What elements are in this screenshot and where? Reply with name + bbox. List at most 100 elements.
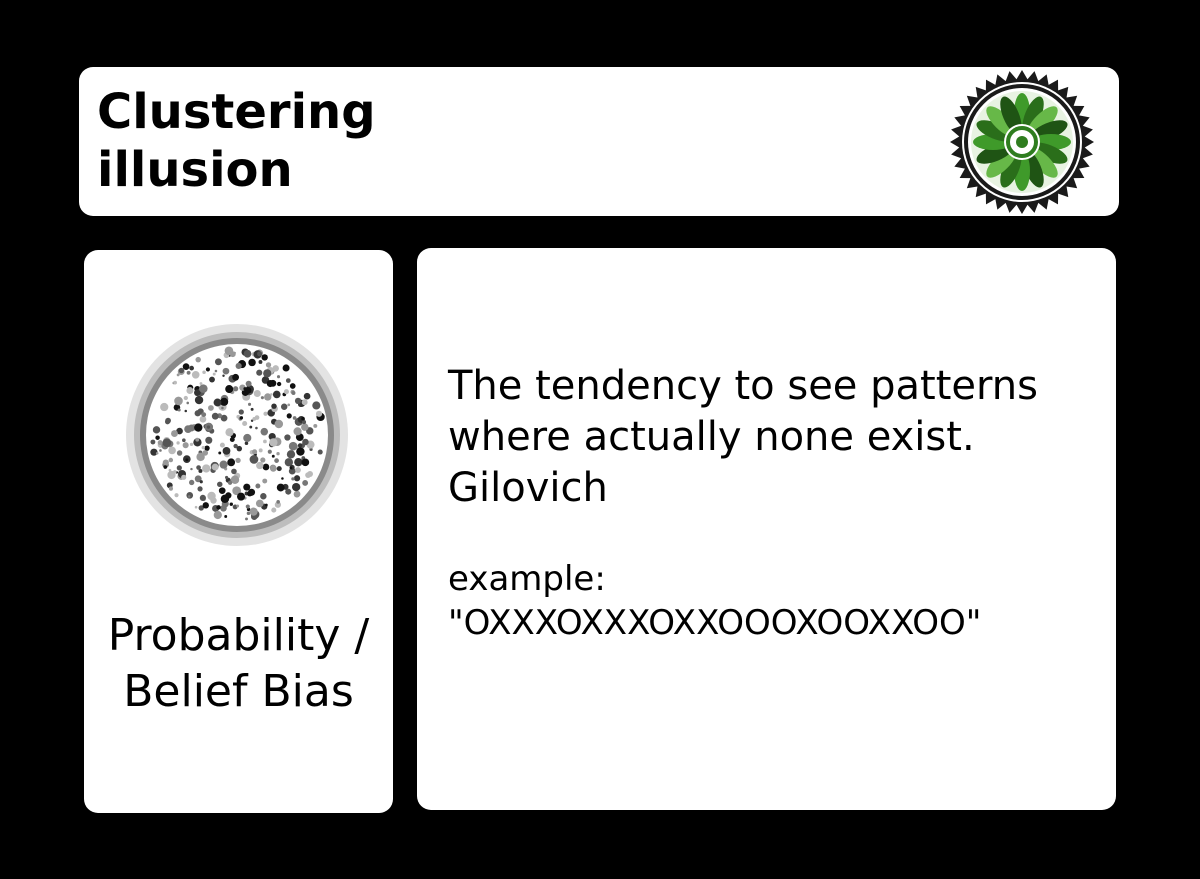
emblem-dot <box>276 500 280 504</box>
emblem-dot <box>225 475 229 480</box>
definition-line-2: where actually none exist. <box>448 414 975 460</box>
emblem-dot <box>220 504 227 512</box>
emblem-dot <box>250 407 254 411</box>
emblem-dot <box>198 505 204 511</box>
emblem-dot <box>260 396 264 400</box>
emblem-dot <box>162 459 169 466</box>
emblem-dot <box>168 446 176 455</box>
emblem-dot <box>206 425 211 429</box>
emblem-dot <box>249 455 259 464</box>
emblem-dot <box>184 409 187 413</box>
definition-source: Gilovich <box>448 465 608 511</box>
emblem-dot <box>315 410 323 417</box>
emblem-dot <box>293 475 301 482</box>
badge-leaf <box>986 106 1017 137</box>
emblem-dot <box>265 503 268 507</box>
emblem-dot <box>260 457 266 463</box>
emblem-dot <box>174 493 179 498</box>
emblem-dot <box>183 395 188 401</box>
emblem-dot <box>286 450 296 459</box>
emblem-dot <box>181 474 187 480</box>
emblem-dot <box>171 430 178 437</box>
emblem-dot <box>194 423 203 432</box>
description-card: The tendency to see patterns where actual… <box>417 248 1116 810</box>
example-label: example: <box>448 559 606 599</box>
emblem-dot <box>195 437 200 442</box>
emblem-dot <box>220 494 230 504</box>
emblem-dot <box>199 384 208 393</box>
emblem-dot <box>246 511 251 516</box>
emblem-dot <box>176 373 180 377</box>
emblem-dot <box>269 465 277 472</box>
emblem-dot <box>213 510 222 520</box>
category-line-2: Belief Bias <box>123 666 354 717</box>
emblem-dot <box>249 425 253 429</box>
emblem-dot <box>173 470 177 474</box>
emblem-dot <box>244 441 249 446</box>
emblem-dot <box>295 467 301 473</box>
emblem-dot <box>219 442 225 448</box>
emblem-dot <box>270 393 273 396</box>
emblem-dot <box>163 465 168 469</box>
emblem-dot <box>174 396 183 406</box>
emblem-dot <box>294 397 302 405</box>
emblem-dot <box>224 515 228 518</box>
emblem-dot <box>189 479 195 486</box>
emblem-dot <box>186 370 191 375</box>
emblem-dot <box>293 427 302 436</box>
emblem-dot <box>222 367 230 375</box>
emblem-dot <box>196 452 205 462</box>
emblem-dot <box>199 480 203 484</box>
emblem-dot <box>301 458 310 467</box>
emblem-dot <box>291 390 296 395</box>
emblem-dot <box>225 428 234 437</box>
emblem-dot <box>222 374 225 377</box>
emblem-dot <box>233 443 238 449</box>
emblem-dot <box>262 478 268 484</box>
emblem-dot <box>209 376 215 383</box>
emblem-dot <box>255 426 258 430</box>
emblem-dot <box>199 415 207 423</box>
random-dots-circle-icon <box>126 324 348 546</box>
emblem-dot <box>224 346 234 356</box>
emblem-dot <box>211 463 219 471</box>
emblem-dot <box>294 458 303 467</box>
emblem-dot <box>284 434 291 441</box>
emblem-dot <box>250 419 254 422</box>
emblem-dot <box>189 442 194 446</box>
emblem-dot <box>247 491 253 497</box>
emblem-dot <box>199 494 206 501</box>
emblem-dot <box>266 380 274 388</box>
emblem-dot <box>207 491 216 501</box>
emblem-dot <box>265 362 272 368</box>
emblem-dot <box>263 369 272 378</box>
emblem-dot <box>289 466 293 470</box>
emblem-dot <box>187 495 191 498</box>
title-line-1: Clustering <box>97 84 376 140</box>
emblem-dot <box>284 458 293 467</box>
emblem-dot <box>222 446 231 455</box>
badge-leaf <box>1030 142 1068 164</box>
sun-mandala-badge-icon <box>950 70 1094 214</box>
emblem-dot <box>176 427 183 435</box>
emblem-dot <box>194 505 198 509</box>
badge-leaf <box>986 147 1017 178</box>
emblem-dot <box>245 380 252 387</box>
emblem-dot <box>271 507 277 513</box>
emblem-dot <box>258 359 263 364</box>
emblem-dot <box>232 373 240 381</box>
emblem-dot <box>257 351 263 357</box>
emblem-dot <box>301 399 308 406</box>
emblem-dot <box>177 408 181 412</box>
emblem-dot <box>220 397 229 406</box>
emblem-dot <box>227 480 233 485</box>
emblem-dot <box>243 433 252 443</box>
emblem-dot <box>157 440 163 446</box>
emblem-dot <box>214 369 218 373</box>
emblem-dot <box>218 451 222 455</box>
emblem-dot <box>236 504 240 508</box>
emblem-dot <box>288 467 296 475</box>
emblem-dot <box>201 445 206 450</box>
emblem-dot <box>190 467 193 471</box>
emblem-dot <box>182 438 186 443</box>
